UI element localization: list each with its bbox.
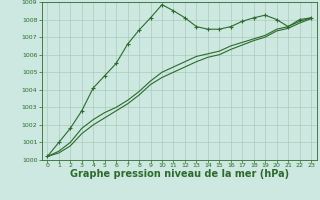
X-axis label: Graphe pression niveau de la mer (hPa): Graphe pression niveau de la mer (hPa): [70, 169, 289, 179]
